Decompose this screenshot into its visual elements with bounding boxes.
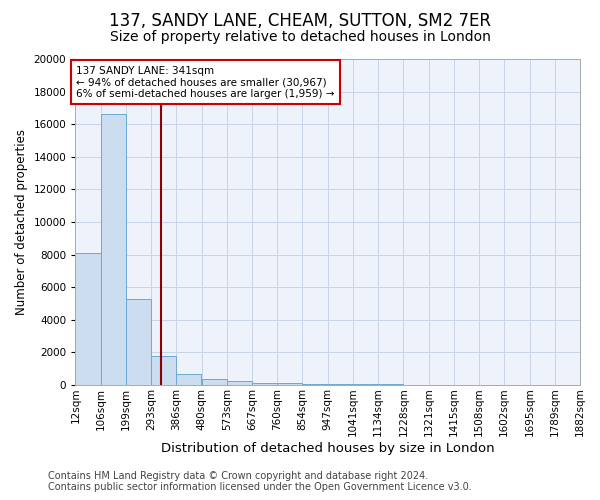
Text: 137, SANDY LANE, CHEAM, SUTTON, SM2 7ER: 137, SANDY LANE, CHEAM, SUTTON, SM2 7ER [109, 12, 491, 30]
Bar [252, 382, 277, 385]
Text: Contains HM Land Registry data © Crown copyright and database right 2024.
Contai: Contains HM Land Registry data © Crown c… [48, 471, 472, 492]
Bar [302, 384, 328, 385]
Bar [328, 384, 353, 385]
Bar [101, 114, 126, 385]
Text: Size of property relative to detached houses in London: Size of property relative to detached ho… [110, 30, 490, 44]
Bar [227, 382, 252, 385]
Bar [353, 384, 378, 385]
Bar [76, 253, 101, 385]
Y-axis label: Number of detached properties: Number of detached properties [15, 129, 28, 315]
Text: 137 SANDY LANE: 341sqm
← 94% of detached houses are smaller (30,967)
6% of semi-: 137 SANDY LANE: 341sqm ← 94% of detached… [76, 66, 334, 98]
Bar [202, 379, 227, 385]
Bar [176, 374, 202, 385]
X-axis label: Distribution of detached houses by size in London: Distribution of detached houses by size … [161, 442, 494, 455]
Bar [277, 384, 302, 385]
Bar [126, 298, 151, 385]
Bar [151, 356, 176, 385]
